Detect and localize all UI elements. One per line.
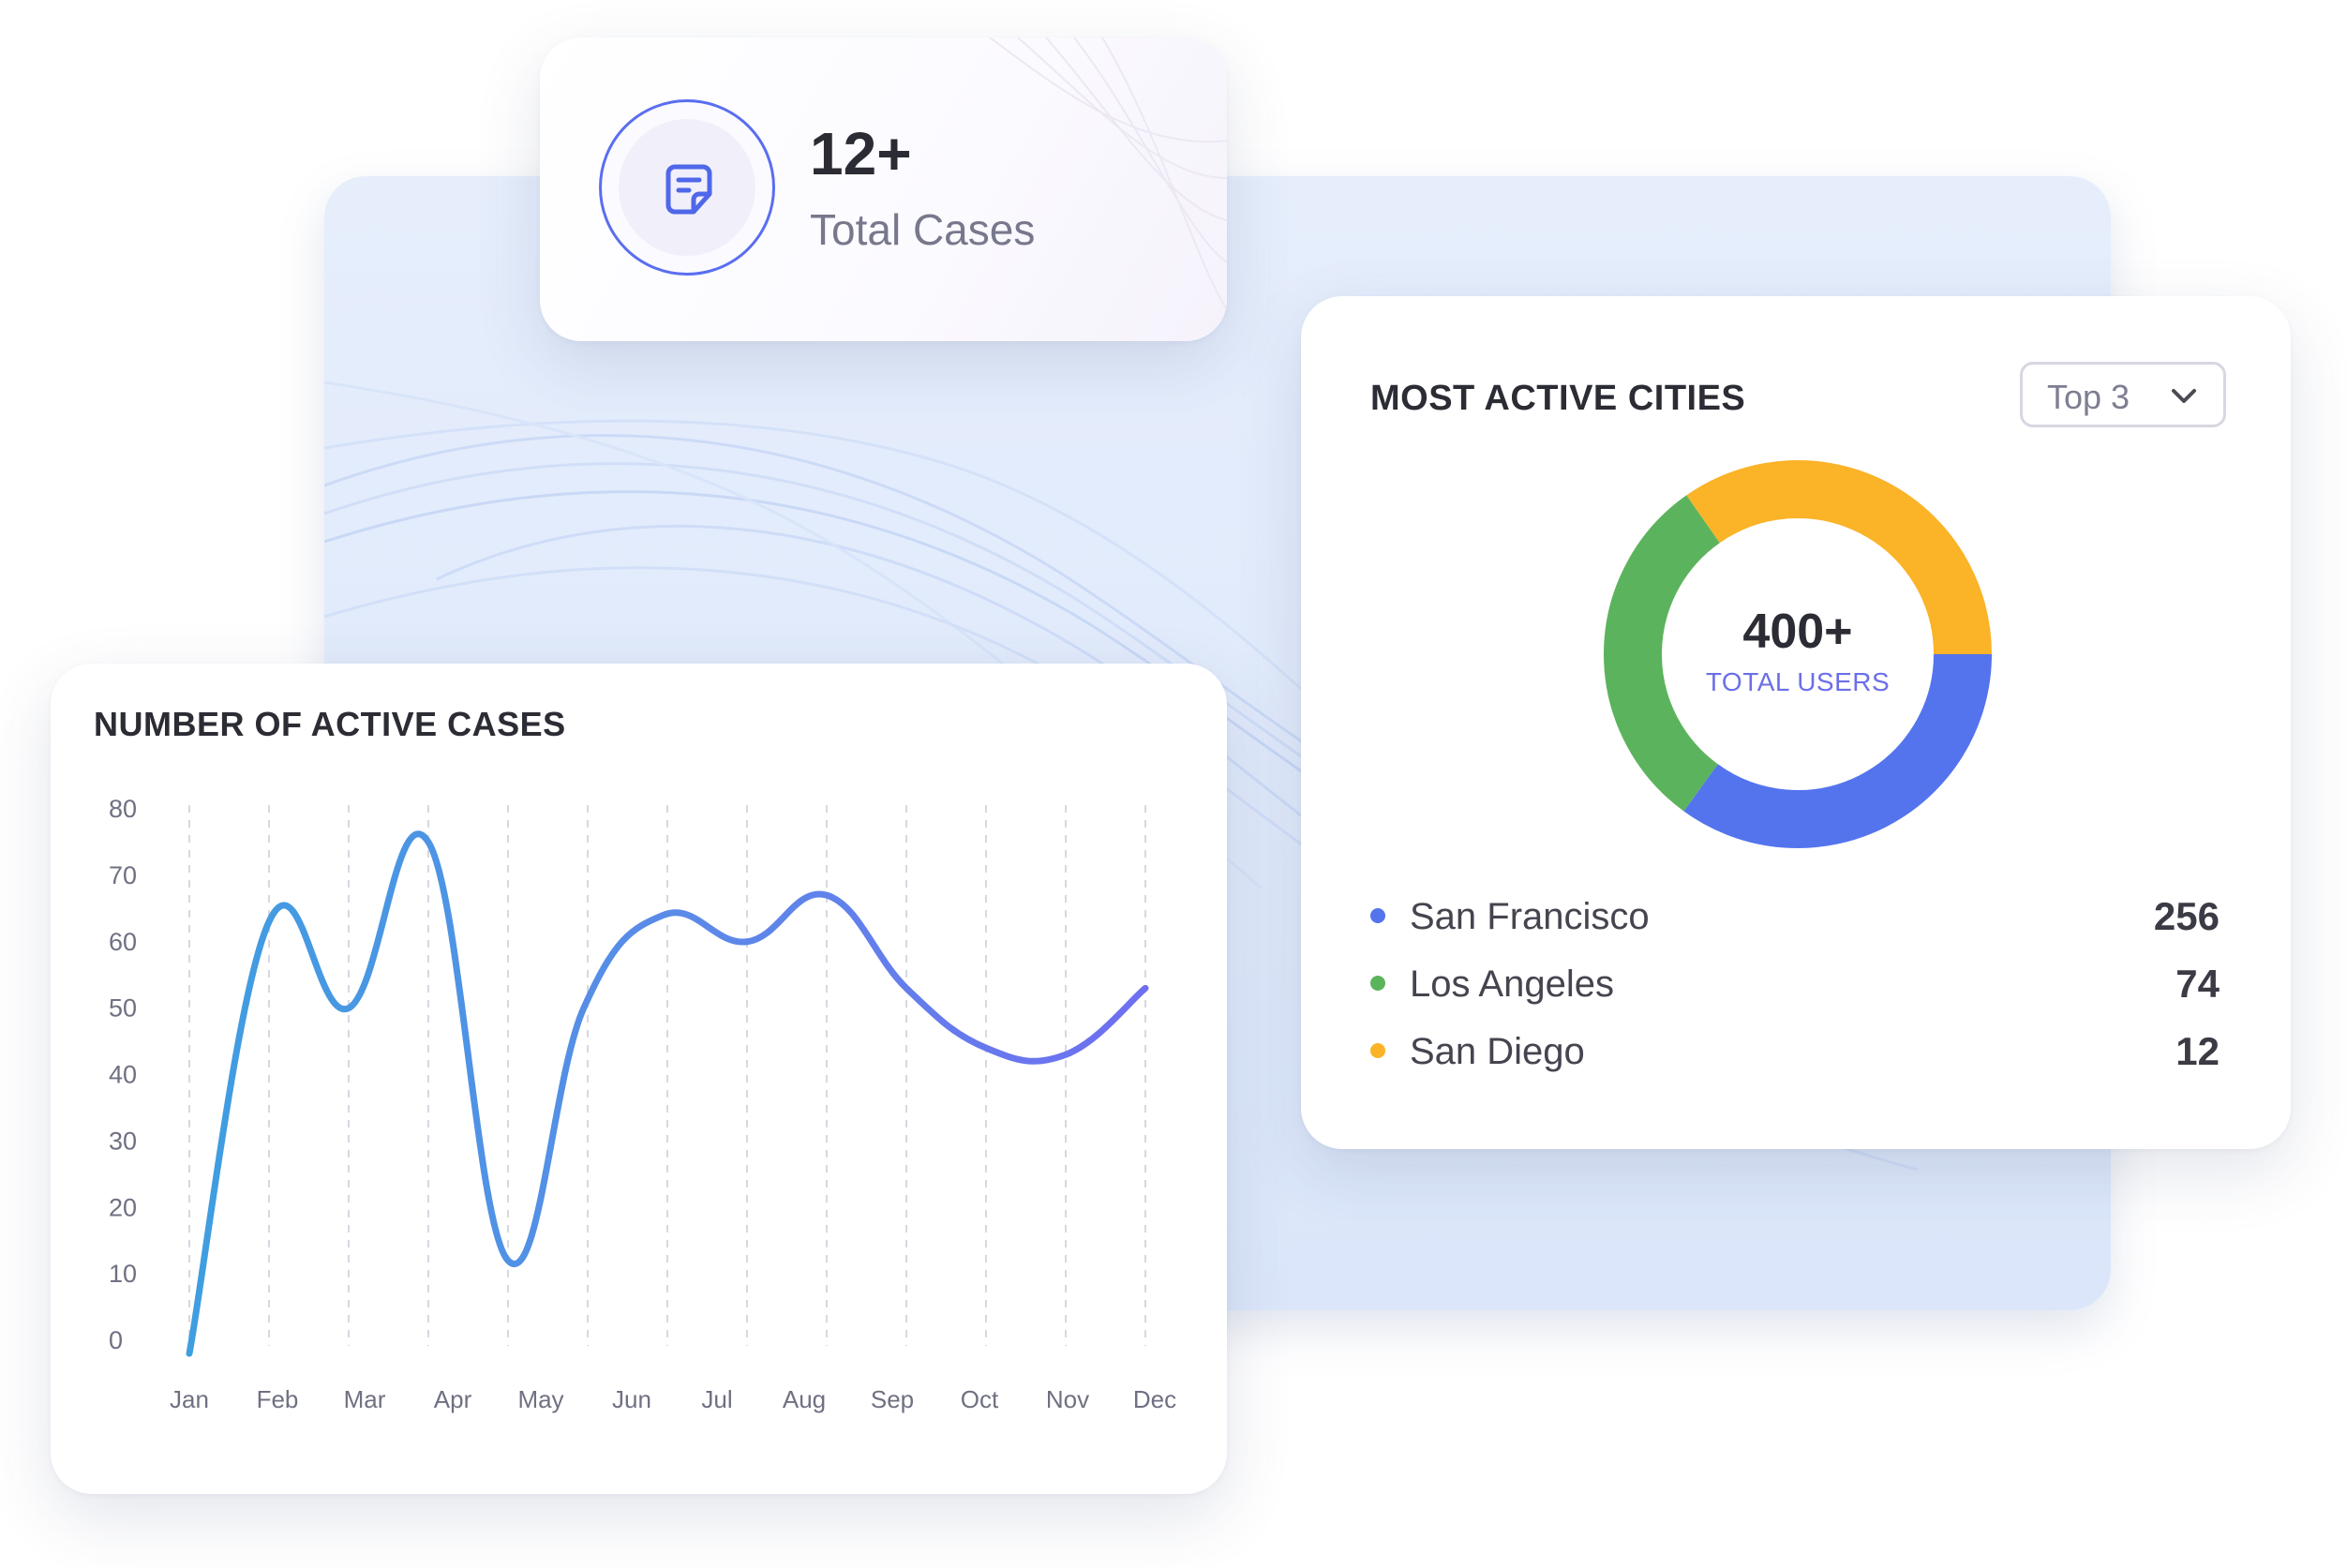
x-tick-label: Aug (783, 1385, 826, 1413)
total-users-label: TOTAL USERS (1705, 667, 1891, 696)
chevron-down-icon (2172, 389, 2196, 403)
city-row-los-angeles: Los Angeles 74 (1370, 956, 2220, 1008)
city-name: San Francisco (1410, 896, 1650, 937)
cities-title: MOST ACTIVE CITIES (1370, 379, 1746, 418)
most-active-cities-card: MOST ACTIVE CITIES Top 3 400+ TOTAL USER… (1301, 296, 2291, 1149)
x-tick-label: Jul (701, 1385, 732, 1413)
city-name: Los Angeles (1410, 963, 1614, 1005)
total-cases-label: Total Cases (810, 205, 1036, 254)
card-pattern (989, 37, 1227, 310)
cases-icon-badge (599, 99, 775, 276)
city-name: San Diego (1410, 1031, 1585, 1072)
y-tick-label: 70 (109, 861, 137, 889)
note-icon (665, 164, 712, 215)
top-filter-dropdown[interactable]: Top 3 (2020, 362, 2226, 427)
x-tick-label: Dec (1133, 1385, 1176, 1413)
active-cases-card: NUMBER OF ACTIVE CASES 0 10 20 30 40 50 60 70 80… (51, 664, 1227, 1494)
active-cases-series-line (186, 830, 1149, 1357)
x-tick-label: Nov (1046, 1385, 1089, 1413)
x-tick-label: Mar (344, 1385, 386, 1413)
y-tick-label: 80 (109, 795, 137, 823)
x-tick-label: Sep (871, 1385, 914, 1413)
y-tick-label: 20 (109, 1193, 137, 1221)
legend-dot (1370, 908, 1385, 923)
donut-slice-los-angeles (1604, 495, 1721, 812)
total-cases-value: 12+ (810, 120, 912, 187)
cases-icon-background (619, 119, 755, 256)
city-value: 12 (2175, 1029, 2220, 1073)
total-users-value: 400+ (1742, 605, 1853, 659)
y-tick-label: 50 (109, 994, 137, 1023)
y-tick-label: 10 (109, 1260, 137, 1288)
donut-slice-san-francisco (1683, 653, 1992, 848)
x-tick-label: Feb (257, 1385, 299, 1413)
x-tick-label: Jan (170, 1385, 209, 1413)
city-value: 256 (2153, 894, 2220, 938)
x-tick-label: Jun (612, 1385, 651, 1413)
legend-dot (1370, 976, 1385, 991)
donut-slice-san-diego (1686, 460, 1992, 655)
city-row-san-diego: San Diego 12 (1370, 1023, 2220, 1076)
y-tick-label: 60 (109, 928, 137, 956)
y-tick-label: 0 (109, 1326, 123, 1354)
y-tick-label: 40 (109, 1061, 137, 1089)
cities-donut-chart (1604, 460, 1992, 848)
active-cases-line-chart: 0 10 20 30 40 50 60 70 80 Jan Feb Mar Apr May Jun Jul Au… (109, 795, 1176, 1413)
dropdown-selected-value: Top 3 (2047, 378, 2130, 416)
city-value: 74 (2175, 962, 2220, 1006)
legend-dot (1370, 1043, 1385, 1058)
x-tick-label: Apr (434, 1385, 472, 1413)
total-cases-card: 12+ Total Cases (540, 37, 1227, 341)
y-tick-label: 30 (109, 1127, 137, 1155)
chart-title: NUMBER OF ACTIVE CASES (94, 705, 566, 743)
x-tick-label: Oct (961, 1385, 999, 1413)
city-row-san-francisco: San Francisco 256 (1370, 889, 2220, 941)
x-tick-label: May (517, 1385, 563, 1413)
